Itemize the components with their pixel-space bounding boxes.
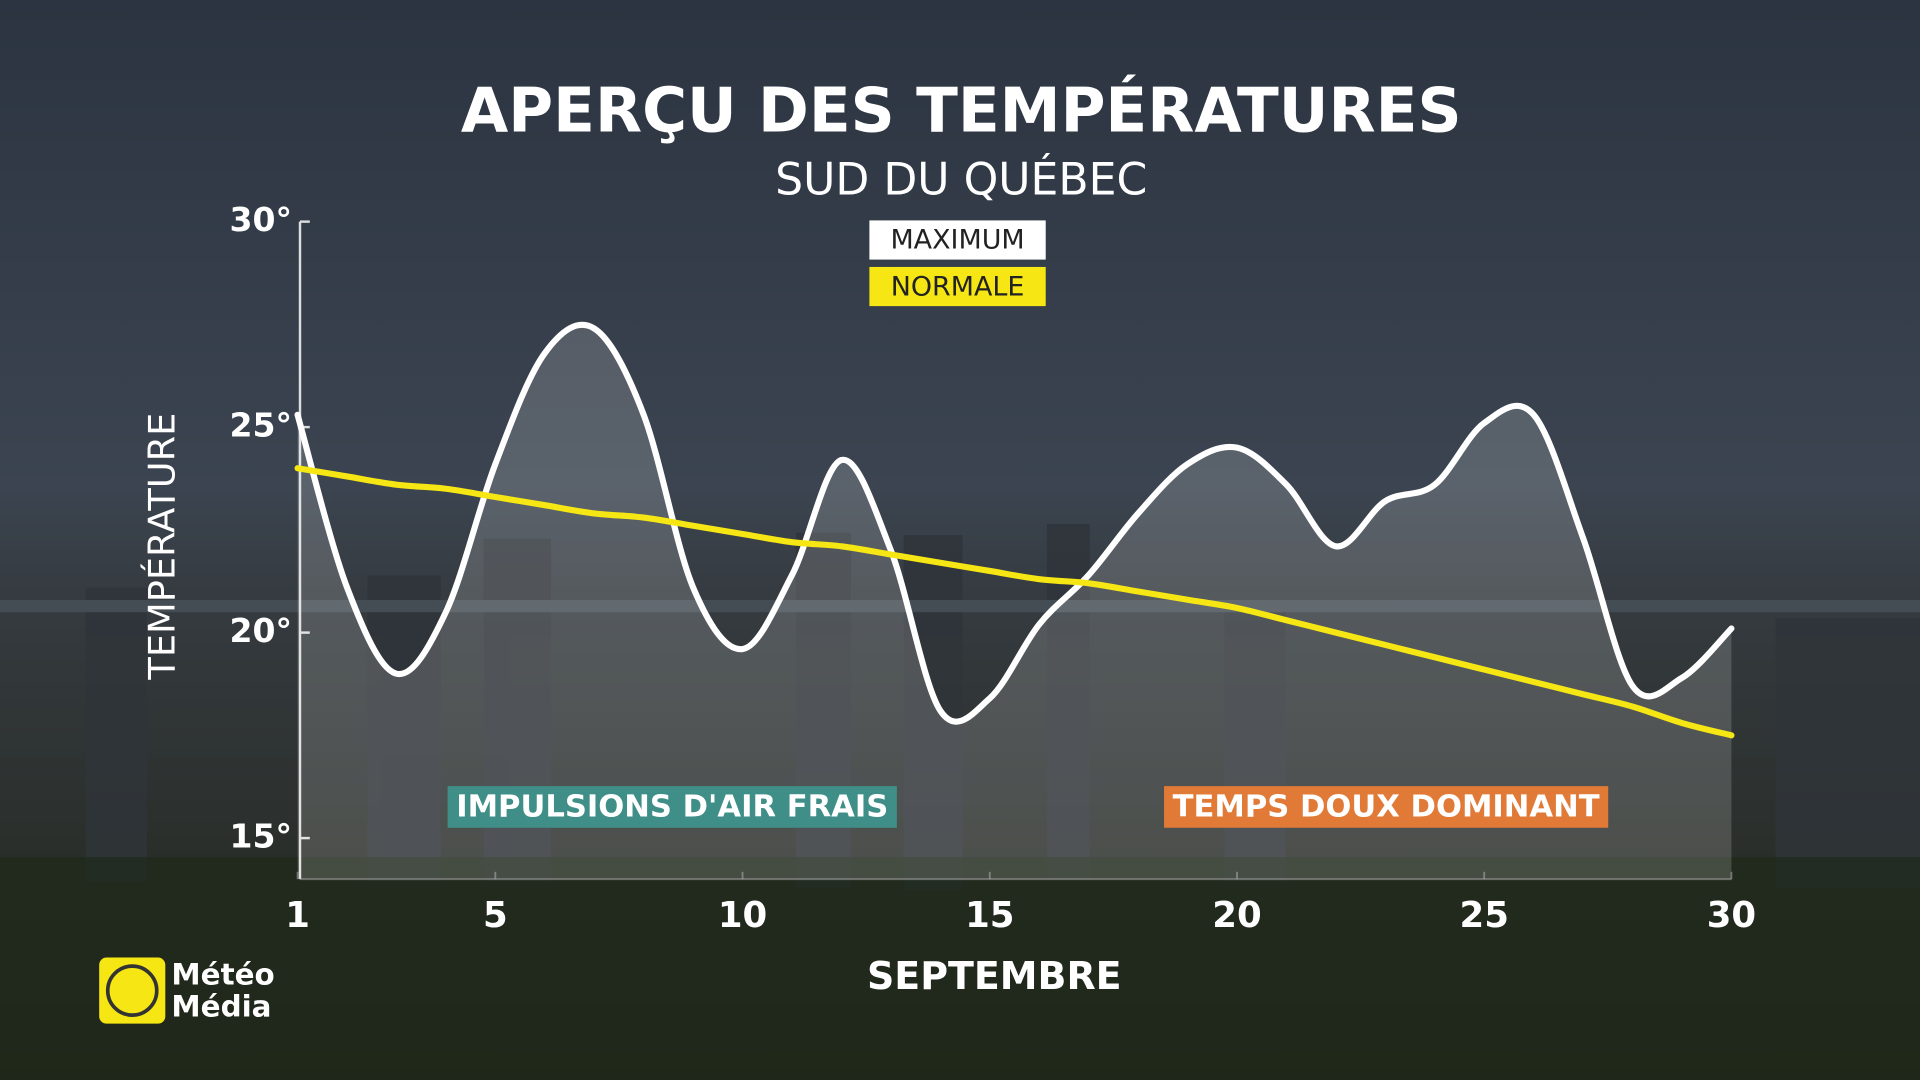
logo-globe (105, 964, 159, 1017)
brand-line: Média (171, 989, 271, 1023)
y-axis-label: TEMPÉRATURE (140, 413, 184, 681)
x-tick-label: 30 (1707, 895, 1756, 936)
legend-label: MAXIMUM (890, 225, 1024, 256)
foliage (0, 857, 1920, 1080)
chart-title: APERÇU DES TEMPÉRATURES (461, 75, 1462, 147)
x-tick-label: 5 (483, 895, 508, 936)
chart-subtitle: SUD DU QUÉBEC (775, 152, 1147, 205)
annotation-label: TEMPS DOUX DOMINANT (1173, 790, 1600, 825)
x-tick-label: 1 (285, 895, 310, 936)
y-tick-label: 30° (230, 200, 293, 239)
annotation-box (447, 786, 897, 828)
legend-label: NORMALE (891, 271, 1025, 302)
x-tick-label: 15 (965, 895, 1014, 936)
brand-line: Météo (171, 957, 274, 991)
skyline (0, 524, 1920, 891)
y-tick-label: 20° (230, 611, 293, 650)
x-tick-label: 25 (1460, 895, 1509, 936)
y-tick-label: 25° (230, 406, 293, 445)
legend-swatch (869, 220, 1046, 260)
y-tick-label: 15° (230, 817, 293, 856)
annotation-box (1164, 786, 1609, 828)
line (294, 465, 1735, 739)
line (294, 321, 1735, 725)
legend-swatch (869, 266, 1046, 307)
x-tick-label: 10 (718, 895, 767, 936)
annotation-label: IMPULSIONS D'AIR FRAIS (456, 790, 888, 825)
x-axis-label: SEPTEMBRE (867, 954, 1122, 998)
logo: Météo Média (99, 957, 275, 1024)
x-tick-label: 20 (1212, 895, 1261, 936)
